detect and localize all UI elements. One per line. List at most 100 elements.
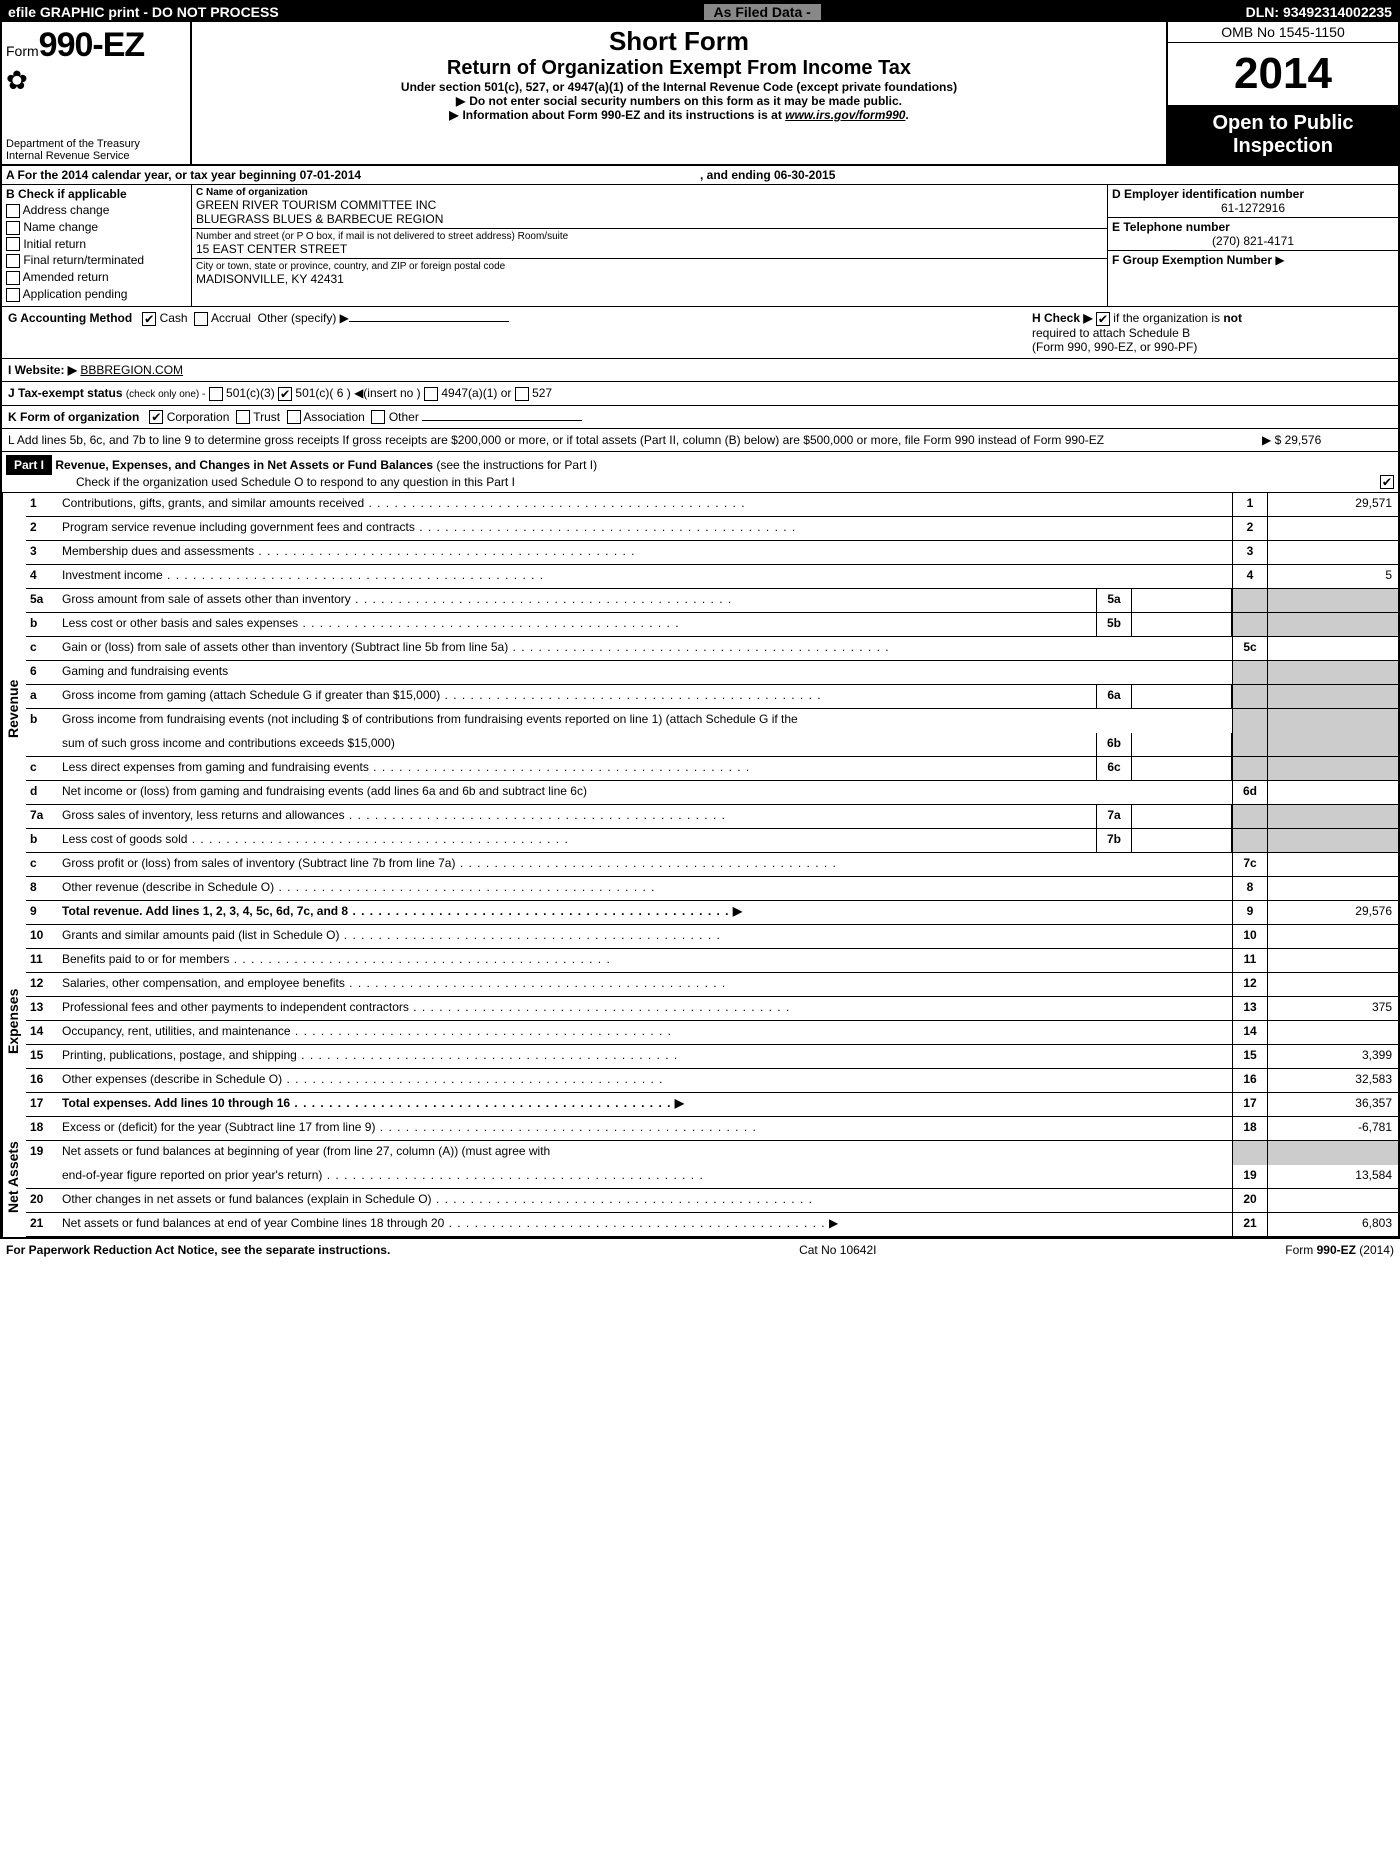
cb-cash[interactable]: ✔ — [142, 312, 156, 326]
j-lbl: J Tax-exempt status — [8, 386, 123, 400]
street: 15 EAST CENTER STREET — [196, 242, 1103, 256]
expenses-block: Expenses 10Grants and similar amounts pa… — [2, 925, 1398, 1117]
dept1: Department of the Treasury — [6, 138, 140, 150]
cb-assoc[interactable] — [287, 410, 301, 424]
header-mid: Short Form Return of Organization Exempt… — [192, 22, 1168, 164]
d-lbl: D Employer identification number — [1112, 187, 1394, 201]
section-b: B Check if applicable Address change Nam… — [2, 185, 192, 306]
note1: Do not enter social security numbers on … — [469, 94, 902, 108]
c-street-lbl: Number and street (or P O box, if mail i… — [196, 231, 1103, 242]
part1-header: Part I Revenue, Expenses, and Changes in… — [2, 452, 1398, 493]
c-city-lbl: City or town, state or province, country… — [196, 261, 1103, 272]
ein: 61-1272916 — [1112, 201, 1394, 215]
top-bar: efile GRAPHIC print - DO NOT PROCESS As … — [2, 2, 1398, 22]
part1-note: (see the instructions for Part I) — [436, 458, 597, 472]
cb-corp[interactable]: ✔ — [149, 410, 163, 424]
form-number: 990-EZ — [39, 26, 145, 64]
cb-address[interactable]: Address change — [6, 203, 187, 218]
line13-val: 375 — [1268, 997, 1398, 1020]
cb-pending[interactable]: Application pending — [6, 287, 187, 302]
cb-501c[interactable]: ✔ — [278, 387, 292, 401]
section-c: C Name of organization GREEN RIVER TOURI… — [192, 185, 1108, 306]
cb-4947[interactable] — [424, 387, 438, 401]
arrow-icon: ▶ — [1275, 253, 1284, 267]
g-lbl: G Accounting Method — [8, 311, 132, 325]
h-t2: if the organization is — [1113, 311, 1223, 325]
website[interactable]: BBBREGION.COM — [80, 363, 183, 377]
subtitle: Under section 501(c), 527, or 4947(a)(1)… — [200, 80, 1158, 94]
phone: (270) 821-4171 — [1112, 234, 1394, 248]
header-right: OMB No 1545-1150 2014 Open to Public Ins… — [1168, 22, 1398, 164]
k-lbl: K Form of organization — [8, 410, 139, 424]
a-text: A For the 2014 calendar year, or tax yea… — [6, 168, 700, 182]
cb-501c3[interactable] — [209, 387, 223, 401]
part1-title: Revenue, Expenses, and Changes in Net As… — [55, 458, 433, 472]
cb-trust[interactable] — [236, 410, 250, 424]
section-def: D Employer identification number 61-1272… — [1108, 185, 1398, 306]
section-j: J Tax-exempt status (check only one) - 5… — [2, 382, 1398, 406]
expenses-label: Expenses — [2, 925, 26, 1117]
cb-name[interactable]: Name change — [6, 220, 187, 235]
org-name1: GREEN RIVER TOURISM COMMITTEE INC — [196, 198, 1103, 212]
dept2: Internal Revenue Service — [6, 150, 140, 162]
footer-mid: Cat No 10642I — [799, 1243, 876, 1257]
l-val: ▶ $ 29,576 — [1262, 433, 1392, 447]
line16-val: 32,583 — [1268, 1069, 1398, 1092]
form-990ez: efile GRAPHIC print - DO NOT PROCESS As … — [0, 0, 1400, 1239]
e-lbl: E Telephone number — [1112, 220, 1394, 234]
line19-val: 13,584 — [1268, 1165, 1398, 1188]
topbar-mid: As Filed Data - — [704, 4, 821, 20]
cb-initial[interactable]: Initial return — [6, 237, 187, 252]
footer-left: For Paperwork Reduction Act Notice, see … — [6, 1243, 390, 1257]
arrow-icon — [449, 108, 462, 122]
open-inspection: Open to Public Inspection — [1168, 106, 1398, 164]
topbar-left: efile GRAPHIC print - DO NOT PROCESS — [8, 4, 279, 20]
header: Form990-EZ ✿ Department of the Treasury … — [2, 22, 1398, 166]
line9-val: 29,576 — [1268, 901, 1398, 924]
revenue-block: Revenue 1Contributions, gifts, grants, a… — [2, 493, 1398, 925]
form-prefix: Form — [6, 43, 39, 59]
section-k: K Form of organization ✔ Corporation Tru… — [2, 406, 1398, 430]
year: 2014 — [1168, 43, 1398, 106]
footer-right: Form 990-EZ (2014) — [1285, 1243, 1394, 1257]
footer: For Paperwork Reduction Act Notice, see … — [0, 1239, 1400, 1261]
a-ending: , and ending 06-30-2015 — [700, 168, 1394, 182]
c-name-lbl: C Name of organization — [196, 187, 1103, 198]
section-a: A For the 2014 calendar year, or tax yea… — [2, 166, 1398, 185]
part1-check: Check if the organization used Schedule … — [76, 475, 515, 489]
note2: Information about Form 990-EZ and its in… — [462, 108, 785, 122]
cb-527[interactable] — [515, 387, 529, 401]
part1-badge: Part I — [6, 455, 52, 475]
title1: Short Form — [200, 26, 1158, 57]
irs-link[interactable]: www.irs.gov/form990 — [785, 108, 905, 122]
line21-val: 6,803 — [1268, 1213, 1398, 1236]
cb-final[interactable]: Final return/terminated — [6, 253, 187, 268]
cb-accrual[interactable] — [194, 312, 208, 326]
cb-amended[interactable]: Amended return — [6, 270, 187, 285]
city: MADISONVILLE, KY 42431 — [196, 272, 1103, 286]
section-bcdef: B Check if applicable Address change Nam… — [2, 185, 1398, 307]
l-text: L Add lines 5b, 6c, and 7b to line 9 to … — [8, 433, 1262, 447]
header-left: Form990-EZ ✿ Department of the Treasury … — [2, 22, 192, 164]
revenue-label: Revenue — [2, 493, 26, 925]
cb-h[interactable]: ✔ — [1096, 312, 1110, 326]
i-lbl: I Website: ▶ — [8, 363, 77, 377]
line17-val: 36,357 — [1268, 1093, 1398, 1116]
netassets-block: Net Assets 18Excess or (deficit) for the… — [2, 1117, 1398, 1237]
h-t4: (Form 990, 990-EZ, or 990-PF) — [1032, 340, 1392, 354]
line15-val: 3,399 — [1268, 1045, 1398, 1068]
netassets-label: Net Assets — [2, 1117, 26, 1237]
b-label: B Check if applicable — [6, 187, 187, 201]
h-t3: required to attach Schedule B — [1032, 326, 1392, 340]
cb-schedule-o[interactable]: ✔ — [1380, 475, 1394, 489]
title2: Return of Organization Exempt From Incom… — [200, 57, 1158, 80]
line4-val: 5 — [1268, 565, 1398, 588]
omb: OMB No 1545-1150 — [1168, 22, 1398, 43]
line18-val: -6,781 — [1268, 1117, 1398, 1140]
topbar-right: DLN: 93492314002235 — [1246, 4, 1392, 20]
arrow-icon — [456, 94, 469, 108]
section-i: I Website: ▶ BBBREGION.COM — [2, 359, 1398, 382]
cb-other[interactable] — [371, 410, 385, 424]
h-t1: H Check ▶ — [1032, 311, 1093, 325]
section-l: L Add lines 5b, 6c, and 7b to line 9 to … — [2, 429, 1398, 452]
